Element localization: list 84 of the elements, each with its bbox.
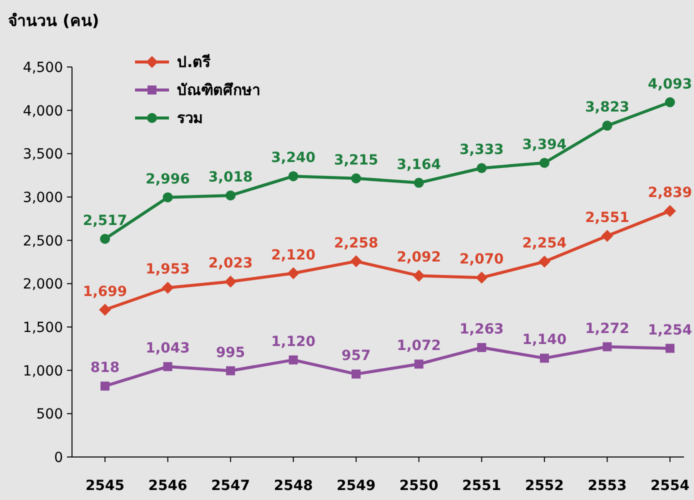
data-label: 995 — [216, 344, 246, 361]
legend-label: บัณฑิตศึกษา — [177, 81, 260, 99]
point — [226, 366, 236, 376]
x-tick-label: 2546 — [148, 478, 188, 494]
data-label: 3,394 — [522, 136, 567, 153]
legend-label: ป.ตรี — [177, 53, 212, 71]
data-label: 2,517 — [82, 212, 128, 229]
point — [665, 97, 675, 108]
point — [352, 370, 361, 379]
point — [540, 354, 549, 363]
data-label: 3,823 — [585, 100, 630, 116]
data-label: 1,263 — [460, 322, 504, 338]
point — [477, 343, 486, 352]
data-label: 3,333 — [460, 142, 504, 158]
point — [226, 190, 236, 200]
point — [99, 304, 111, 316]
y-tick-label: 2,500 — [22, 233, 63, 250]
x-tick-label: 2548 — [274, 478, 313, 494]
point — [162, 192, 173, 202]
point — [351, 173, 362, 184]
point — [602, 342, 612, 352]
y-axis-title: จำนวน (คน) — [8, 11, 100, 30]
data-label: 2,839 — [648, 184, 692, 201]
data-label: 1,272 — [585, 320, 630, 337]
x-tick-label: 2553 — [588, 478, 627, 494]
point — [602, 120, 612, 131]
point — [288, 355, 298, 364]
point — [539, 158, 550, 168]
x-tick-label: 2545 — [86, 478, 124, 494]
data-label: 1,254 — [648, 322, 692, 338]
y-tick-label: 4,500 — [22, 60, 63, 76]
y-tick-label: 3,500 — [22, 146, 63, 163]
point — [476, 163, 487, 174]
data-label: 1,140 — [522, 332, 567, 348]
x-tick-label: 2554 — [650, 478, 690, 494]
data-label: 818 — [90, 360, 120, 376]
y-tick-label: 4,000 — [22, 103, 63, 120]
data-label: 2,996 — [146, 171, 190, 188]
data-label: 2,070 — [460, 252, 504, 268]
data-label: 1,120 — [271, 334, 316, 350]
legend-label: รวม — [177, 109, 203, 127]
x-tick-label: 2547 — [211, 478, 250, 494]
y-tick-label: 500 — [36, 406, 63, 423]
point — [412, 270, 425, 282]
data-label: 2,258 — [334, 235, 378, 252]
y-tick-label: 0 — [54, 450, 63, 466]
y-tick-label: 2,000 — [22, 276, 63, 293]
data-label: 3,240 — [271, 150, 316, 166]
point — [163, 362, 172, 372]
point — [350, 255, 362, 268]
point — [288, 171, 298, 182]
data-label: 2,092 — [396, 250, 442, 266]
point — [666, 344, 674, 353]
data-label: 2,023 — [208, 256, 253, 272]
point — [538, 256, 550, 268]
point — [100, 234, 110, 244]
data-label: 4,093 — [648, 76, 692, 92]
point — [162, 282, 174, 294]
data-label: 1,699 — [82, 284, 128, 300]
data-label: 3,018 — [208, 169, 253, 186]
y-tick-label: 1,000 — [22, 363, 63, 380]
point — [224, 276, 237, 288]
point — [414, 178, 424, 188]
data-label: 957 — [341, 348, 371, 364]
y-tick-label: 1,500 — [22, 320, 63, 336]
data-label: 2,551 — [585, 210, 630, 226]
point — [664, 204, 676, 217]
x-tick-label: 2550 — [399, 478, 439, 494]
data-label: 2,254 — [522, 236, 567, 252]
x-tick-label: 2552 — [524, 478, 564, 494]
data-label: 3,164 — [396, 156, 442, 173]
data-label: 1,953 — [146, 262, 190, 278]
data-label: 1,043 — [146, 340, 190, 357]
y-tick-label: 3,000 — [22, 190, 63, 206]
point — [601, 230, 614, 242]
x-tick-label: 2551 — [462, 478, 502, 494]
point — [287, 267, 300, 280]
point — [100, 382, 110, 391]
data-label: 2,120 — [271, 247, 316, 264]
data-label: 1,072 — [396, 338, 442, 354]
data-label: 3,215 — [334, 152, 378, 168]
x-tick-label: 2549 — [336, 478, 376, 494]
point — [476, 272, 488, 284]
point — [414, 360, 424, 369]
